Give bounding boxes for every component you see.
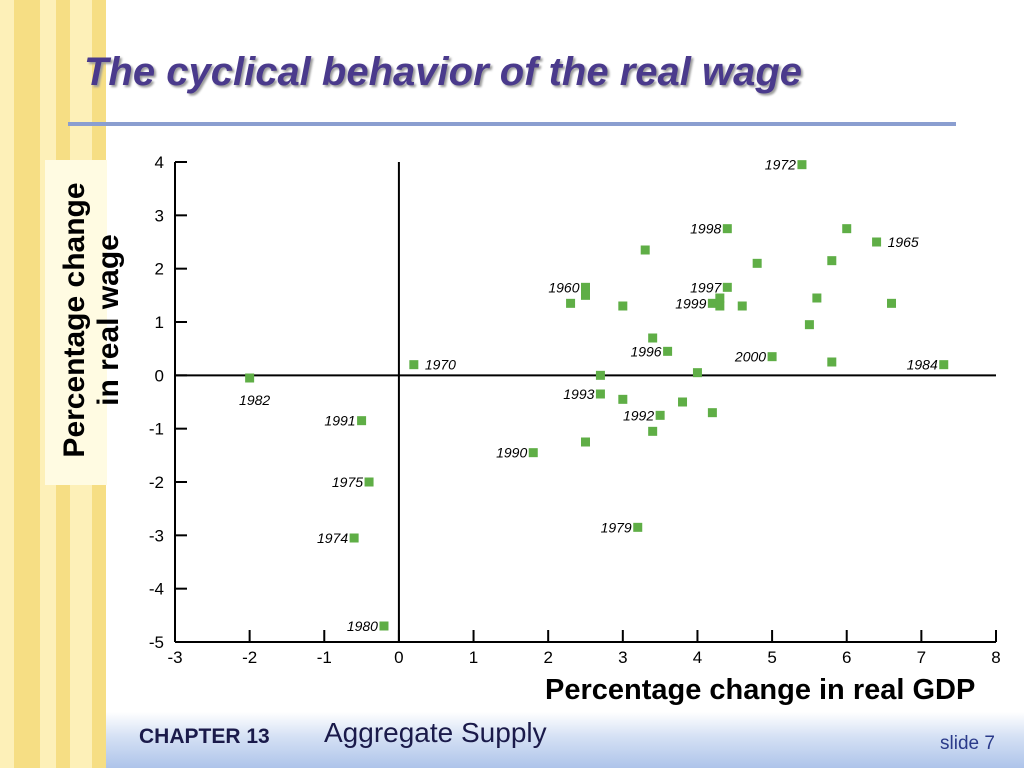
x-tick-label: 4 xyxy=(693,648,702,667)
data-point-label: 1990 xyxy=(496,445,527,461)
x-tick-label: -1 xyxy=(317,648,332,667)
data-point xyxy=(804,320,814,330)
y-tick-label: 3 xyxy=(155,206,164,225)
x-axis-label: Percentage change in real GDP xyxy=(545,674,976,706)
data-point-label: 1975 xyxy=(332,474,363,490)
title-underline xyxy=(68,122,956,126)
data-point-label: 1998 xyxy=(690,221,721,237)
y-tick-label: -3 xyxy=(149,526,164,545)
x-tick-label: 0 xyxy=(394,648,403,667)
data-point-label: 1960 xyxy=(548,279,579,295)
data-point xyxy=(648,333,658,343)
data-point xyxy=(737,301,747,311)
data-point-label: 1996 xyxy=(630,343,661,359)
data-point-label: 1992 xyxy=(623,407,654,423)
data-point-label: 1982 xyxy=(239,392,270,408)
data-point xyxy=(715,301,725,311)
data-point-label: 1997 xyxy=(690,279,722,295)
data-point xyxy=(842,224,852,234)
y-tick-label: 4 xyxy=(155,153,164,172)
data-point xyxy=(692,368,702,378)
data-point xyxy=(722,282,732,292)
data-point xyxy=(595,389,605,399)
data-point-label: 1974 xyxy=(317,530,348,546)
data-point xyxy=(827,256,837,266)
data-point xyxy=(633,522,643,532)
data-point-label: 1984 xyxy=(907,357,938,373)
data-point xyxy=(797,160,807,170)
y-axis-label-background xyxy=(45,160,107,485)
data-point xyxy=(715,293,725,303)
data-point xyxy=(872,237,882,247)
data-point xyxy=(648,426,658,436)
x-tick-label: 3 xyxy=(618,648,627,667)
data-point xyxy=(364,477,374,487)
x-tick-label: 1 xyxy=(469,648,478,667)
data-point xyxy=(409,360,419,370)
x-tick-label: 5 xyxy=(767,648,776,667)
data-point xyxy=(767,352,777,362)
x-tick-label: 6 xyxy=(842,648,851,667)
data-point xyxy=(618,301,628,311)
data-point-label: 1991 xyxy=(324,413,355,429)
data-point xyxy=(566,298,576,308)
x-tick-label: 2 xyxy=(543,648,552,667)
data-point xyxy=(357,416,367,426)
data-point xyxy=(663,346,673,356)
data-point-label: 1993 xyxy=(563,386,594,402)
slide-number: slide 7 xyxy=(940,733,995,754)
footer-bar xyxy=(106,712,1024,768)
data-point-label: 1972 xyxy=(765,157,796,173)
data-point xyxy=(245,373,255,383)
data-point xyxy=(379,621,389,631)
y-tick-label: -1 xyxy=(149,420,164,439)
data-point xyxy=(618,394,628,404)
data-point xyxy=(581,290,590,300)
data-point-label: 1980 xyxy=(347,618,378,634)
data-point xyxy=(752,258,762,268)
y-tick-label: -5 xyxy=(149,633,164,652)
data-point xyxy=(722,224,732,234)
x-tick-label: 7 xyxy=(917,648,926,667)
y-tick-label: 1 xyxy=(155,313,164,332)
data-point xyxy=(349,533,359,543)
data-point-label: 1979 xyxy=(601,519,632,535)
data-point xyxy=(581,282,590,292)
y-tick-label: -4 xyxy=(149,580,164,599)
data-point xyxy=(707,408,717,418)
data-point xyxy=(655,410,665,420)
data-point-label: 2000 xyxy=(734,349,766,365)
data-point xyxy=(640,245,650,255)
data-point xyxy=(887,298,897,308)
data-point xyxy=(528,448,538,458)
data-point xyxy=(581,437,590,447)
data-point-label: 1970 xyxy=(425,357,456,373)
data-point xyxy=(939,360,949,370)
data-point xyxy=(827,357,837,367)
slide-title: The cyclical behavior of the real wage xyxy=(84,50,803,94)
data-point xyxy=(812,293,822,303)
footer-chapter: CHAPTER 13 xyxy=(139,725,270,748)
data-point xyxy=(595,370,605,380)
y-tick-label: 0 xyxy=(155,366,164,385)
data-point xyxy=(707,298,717,308)
data-point-label: 1965 xyxy=(888,234,919,250)
y-tick-label: -2 xyxy=(149,473,164,492)
y-tick-label: 2 xyxy=(155,260,164,279)
x-tick-label: -3 xyxy=(167,648,182,667)
x-tick-label: -2 xyxy=(242,648,257,667)
x-tick-label: 8 xyxy=(991,648,1000,667)
data-point xyxy=(678,397,688,407)
data-point-label: 1999 xyxy=(675,295,706,311)
footer-subject: Aggregate Supply xyxy=(324,717,547,748)
